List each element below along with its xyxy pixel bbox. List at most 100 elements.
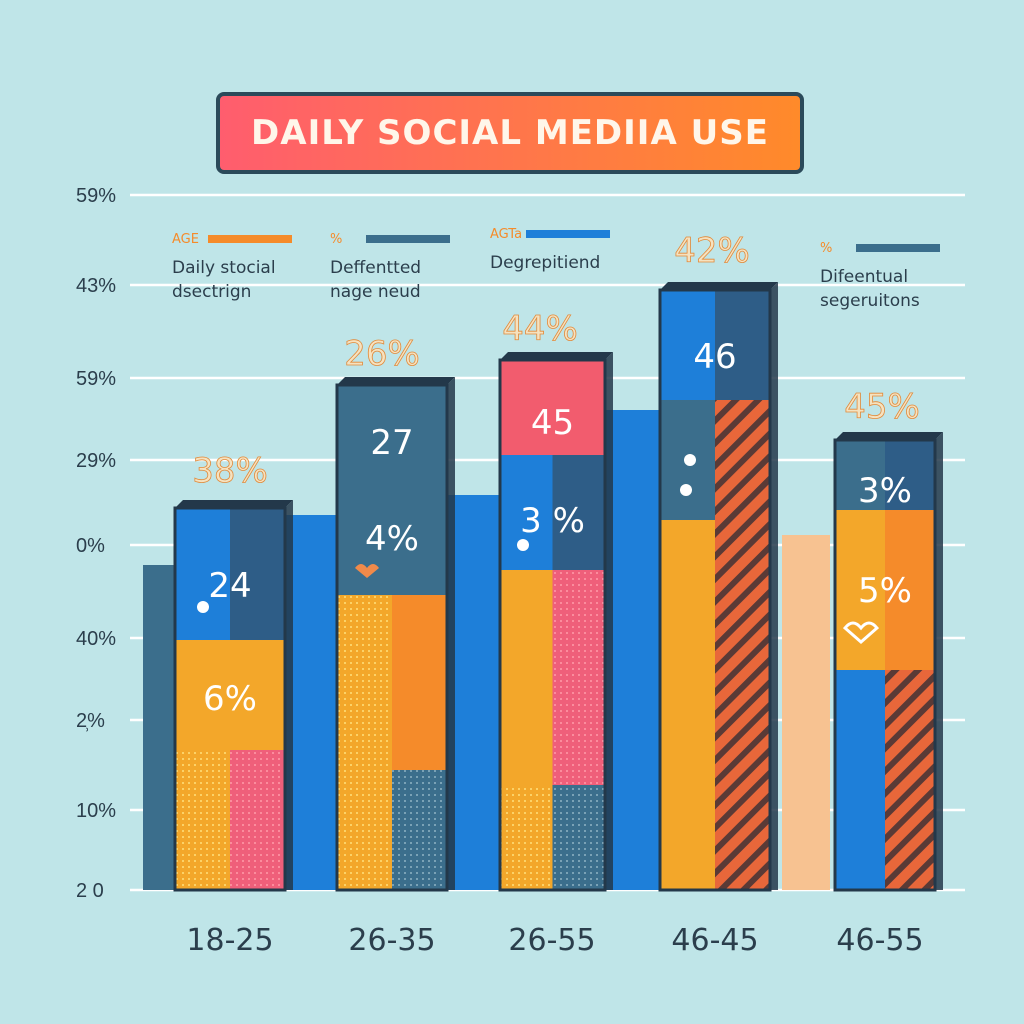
bar-46-55: 3% 5% [833,432,943,892]
bar-outline [658,288,772,892]
bar-segment [835,440,885,510]
bar-segment [175,508,230,640]
bar-side [605,352,613,890]
bar-26-35: 27 4% [335,377,455,892]
legend-entry: % Deffentted nage neud [330,232,450,302]
y-tick-label: 2̹% [76,710,105,732]
bar-segment [552,785,605,890]
bar-segment [660,290,715,400]
bar-26-55: 45 3 % [498,352,613,892]
y-tick-label: 2 0 [76,880,104,902]
bar-segment [230,640,285,750]
y-tick-label: 40% [76,628,116,650]
bar-top-label: 24 [208,566,251,606]
heart-outline-icon [842,621,880,644]
y-tick-label: 59% [76,185,116,207]
legend-label: nage neud [330,282,421,302]
bar-segment [230,508,285,640]
bar-segment [715,400,770,520]
y-tick-label: 10% [76,800,116,822]
legend-entry: % Difeentual segeruitons [820,241,940,311]
bar-inner-label: 5% [858,571,912,611]
bar-segment [337,595,392,770]
bar-outline [498,358,607,892]
bar-inner-label: 6% [203,679,257,719]
bar-top-label: 3% [858,471,912,511]
marker-dot [680,484,692,496]
background-bar [782,535,830,890]
floating-value-label: 45% [844,387,920,427]
y-tick-label: 43% [76,275,116,297]
bar-side [770,282,778,890]
heart-icon [355,564,379,578]
floating-value-label: 44% [502,309,578,349]
title-banner: DAILY SOCIAL MEDIIA USE [216,92,804,174]
legend-entry: AGTa Degrepitiend [490,227,610,273]
y-tick-label: 29% [76,450,116,472]
floating-value-label: 26% [344,334,420,374]
x-tick-label: 46-45 [671,923,758,958]
bar-segment [885,510,935,670]
bar-segment [715,520,770,890]
bar-outline [833,438,937,892]
bar-segment [175,640,230,750]
marker-dot [517,539,529,551]
legend-label: Degrepitiend [490,253,600,273]
bar-top-edge [660,282,778,290]
bar-inner-label: 4% [365,519,419,559]
bar-top-edge [175,500,293,508]
bar-outline [173,506,287,892]
bar-side [935,432,943,890]
bar-segment [337,770,392,890]
bar-segment [500,785,553,890]
legend-key: % [820,241,832,256]
legend-key: AGTa [490,227,522,242]
x-tick-label: 46-55 [836,923,923,958]
bar-segment [885,440,935,510]
bar-side [447,377,455,890]
legend-label: segeruitons [820,291,920,311]
bar-segment [885,670,935,890]
x-tick-label: 18-25 [186,923,273,958]
bar-inner-label: 3 % [520,501,585,541]
bar-segment [337,385,392,595]
bar-segment [552,570,605,785]
legend-key: % [330,232,342,247]
bar-segment [552,455,605,570]
legend-label: dsectrign [172,282,251,302]
bar-segment [715,290,770,400]
bar-top-edge [337,377,455,385]
x-tick-label: 26-35 [348,923,435,958]
bar-segment [835,670,885,890]
legend-label: Daily stocial [172,258,276,278]
bar-segment [500,360,553,455]
legend-label: Difeentual [820,267,908,287]
bar-segment [500,455,553,570]
bar-46-45: 46 [658,282,778,892]
bar-segment [392,385,447,595]
legend-entry: AGE Daily stocial dsectrign [172,232,292,302]
floating-value-label: 42% [674,231,750,271]
bar-18-25: 24 6% [173,500,293,892]
bar-segment [392,595,447,770]
y-tick-label: 59% [76,368,116,390]
bar-segment [500,570,553,785]
y-tick-label: 0% [76,535,105,557]
bar-side [285,500,293,890]
legend-label: Deffentted [330,258,421,278]
x-tick-label: 26-55 [508,923,595,958]
bar-top-edge [500,352,613,360]
legend-key: AGE [172,232,199,247]
bar-segment [660,520,715,890]
marker-dot [197,601,209,613]
bar-segment [175,750,230,890]
bar-top-edge [835,432,943,440]
bar-segment [392,770,447,890]
marker-dot [684,454,696,466]
bar-segment [230,750,285,890]
chart-title: DAILY SOCIAL MEDIIA USE [251,113,769,153]
bar-segment [835,510,885,670]
bar-segment [552,360,605,455]
